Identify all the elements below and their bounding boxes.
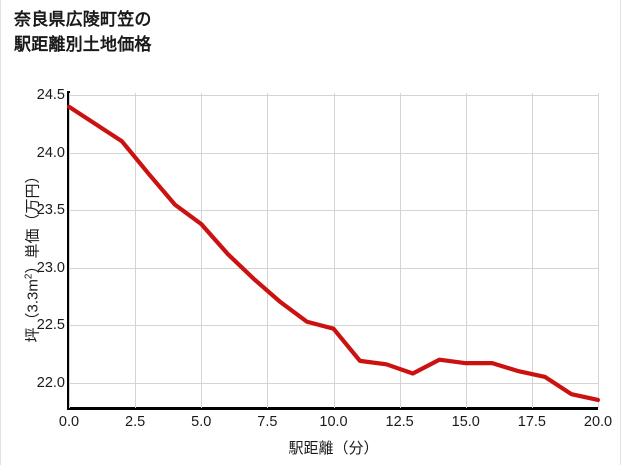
y-axis-label-prefix: 坪（3.3m xyxy=(24,279,42,343)
gridline-vertical xyxy=(333,93,335,408)
y-axis-label-suffix: ）単価（万円） xyxy=(24,168,42,274)
gridline-vertical xyxy=(267,93,269,408)
y-tick-labels: 24.5 24.0 23.5 23.0 22.5 22.0 xyxy=(9,0,65,465)
y-tick-label: 22.5 xyxy=(36,317,65,334)
x-axis-label: 駅距離（分） xyxy=(288,440,379,457)
x-tick-label: 12.5 xyxy=(385,414,414,430)
gridline-vertical xyxy=(69,93,70,408)
chart-title: 奈良県広陵町笠の 駅距離別土地価格 xyxy=(14,10,152,54)
y-tick-label: 22.0 xyxy=(36,374,65,391)
x-tick-label: 17.5 xyxy=(517,414,546,430)
series-line-layer xyxy=(66,104,601,403)
x-tick-label: 20.0 xyxy=(583,414,613,430)
gridline-vertical xyxy=(399,93,401,408)
gridline-vertical xyxy=(598,93,599,408)
gridline-vertical xyxy=(135,93,137,408)
x-tick-label: 2.5 xyxy=(125,414,146,430)
y-axis-spine xyxy=(67,91,70,410)
gridline-vertical xyxy=(465,93,467,408)
y-axis-label: 坪（3.3m2）単価（万円） xyxy=(22,106,43,406)
y-tick-label: 24.5 xyxy=(36,87,65,104)
x-tick-label: 10.0 xyxy=(319,414,348,430)
y-tick-label: 24.0 xyxy=(36,144,65,161)
y-tick-label: 23.5 xyxy=(36,202,65,219)
plot-area xyxy=(66,93,601,408)
y-axis-label-superscript: 2 xyxy=(23,273,35,280)
gridline-vertical xyxy=(531,93,533,408)
x-tick-labels: 0.0 2.5 5.0 7.5 10.0 12.5 15.0 17.5 20.0 xyxy=(1,414,620,436)
x-tick-label: 15.0 xyxy=(451,414,480,430)
land-price-line xyxy=(66,104,601,403)
y-tick-label: 23.0 xyxy=(36,259,65,276)
x-tick-label: 7.5 xyxy=(257,414,278,430)
gridline-vertical xyxy=(201,93,203,408)
x-axis-spine xyxy=(67,407,598,410)
x-tick-label: 0.0 xyxy=(58,414,80,430)
x-tick-label: 5.0 xyxy=(191,414,212,430)
